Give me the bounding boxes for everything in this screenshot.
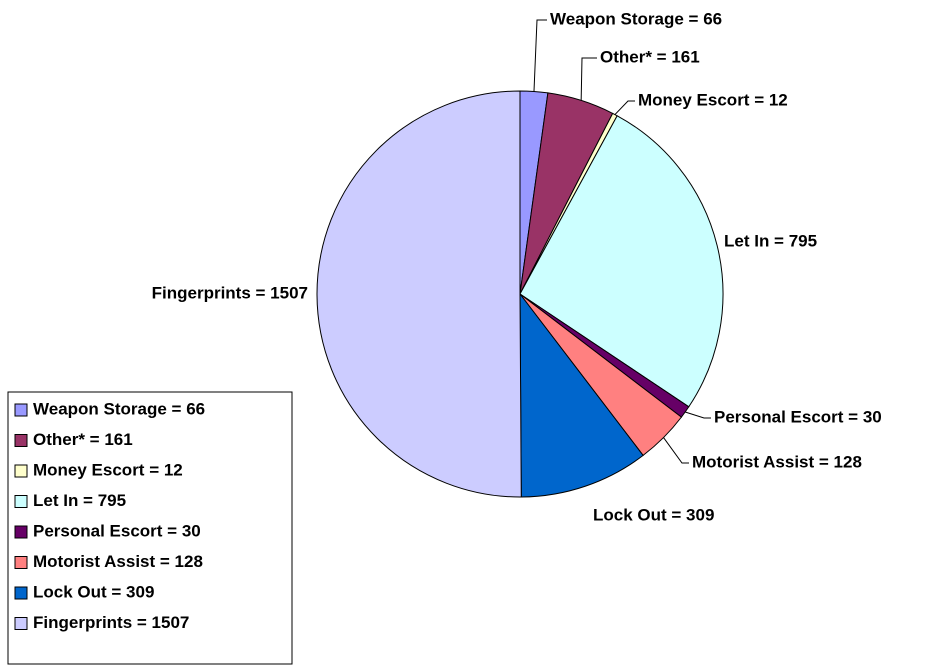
legend-box xyxy=(7,391,293,665)
legend-swatch xyxy=(14,586,28,600)
pie-slice xyxy=(519,115,724,408)
legend-label: Fingerprints = 1507 xyxy=(33,613,189,632)
legend-swatch xyxy=(14,403,28,417)
legend-label: Weapon Storage = 66 xyxy=(33,399,205,418)
slice-label: Money Escort = 12 xyxy=(638,90,788,109)
slice-label: Personal Escort = 30 xyxy=(714,407,882,426)
legend-swatch xyxy=(14,556,28,569)
legend-label: Other* = 161 xyxy=(33,430,133,449)
legend-label: Personal Escort = 30 xyxy=(33,521,201,540)
slice-label: Motorist Assist = 128 xyxy=(692,452,862,471)
pie-slice xyxy=(519,292,644,498)
legend-label: Money Escort = 12 xyxy=(33,460,183,479)
slice-label: Let In = 795 xyxy=(724,231,817,250)
slice-label: Other* = 161 xyxy=(600,47,700,66)
pie-slice xyxy=(316,90,522,498)
leader-line xyxy=(663,437,689,464)
legend-swatch xyxy=(14,617,28,630)
slice-label: Weapon Storage = 66 xyxy=(550,9,722,28)
legend-label: Lock Out = 309 xyxy=(33,582,154,601)
legend-swatch xyxy=(14,434,28,447)
legend-swatch xyxy=(14,525,28,539)
slice-label: Lock Out = 309 xyxy=(593,505,714,524)
legend-swatch xyxy=(14,495,28,508)
leader-line xyxy=(685,411,711,419)
legend-label: Let In = 795 xyxy=(33,491,126,510)
leader-line xyxy=(533,19,547,92)
leader-line xyxy=(580,57,597,101)
legend-label: Motorist Assist = 128 xyxy=(33,552,203,571)
legend-swatch xyxy=(14,464,28,478)
leader-line xyxy=(614,100,635,115)
slice-label: Fingerprints = 1507 xyxy=(152,283,308,302)
